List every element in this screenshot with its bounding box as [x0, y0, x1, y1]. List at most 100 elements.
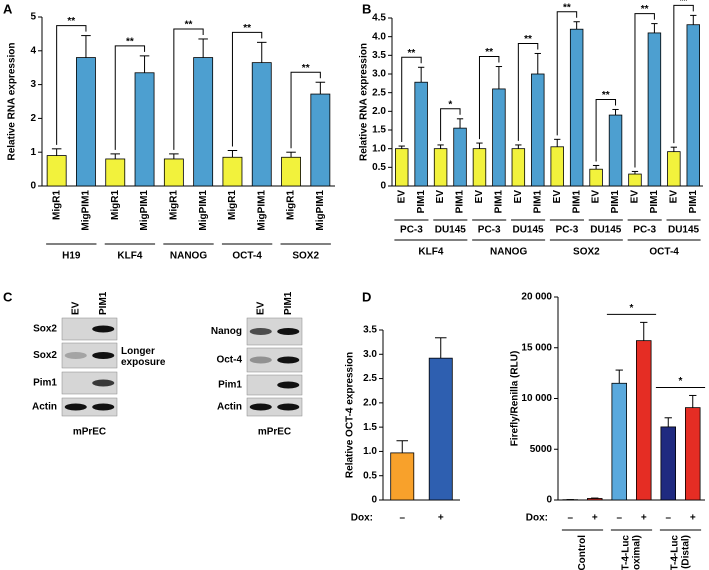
- blot-strip: [246, 397, 303, 417]
- x-tick-label: PIM1: [532, 190, 543, 214]
- x-tick-label: +: [592, 513, 598, 524]
- x-tick-label: +: [690, 513, 696, 524]
- significance-bracket: [673, 4, 694, 144]
- y-tick-label: 0: [380, 181, 386, 192]
- significance-label: **: [302, 63, 310, 74]
- x-tick-label: EV: [591, 190, 602, 204]
- significance-label: **: [641, 4, 649, 15]
- error-bar: [573, 21, 580, 30]
- y-tick-label: 4: [30, 45, 36, 56]
- y-tick-label: 15 000: [521, 342, 552, 353]
- blot-strip: [61, 317, 118, 341]
- error-bar: [456, 118, 464, 129]
- group-label: KLF4: [418, 247, 443, 258]
- group-label: DU145: [668, 225, 700, 236]
- y-tick-label: 4.0: [372, 31, 386, 42]
- error-bar: [398, 145, 405, 149]
- error-bar: [515, 144, 522, 149]
- bar: [46, 155, 67, 187]
- error-bar: [227, 150, 238, 158]
- significance-label: **: [243, 23, 251, 34]
- x-tick-label: –: [399, 513, 405, 524]
- row-label: Actin: [217, 402, 242, 413]
- significance-label: **: [485, 47, 493, 58]
- group-label: DU145: [590, 225, 622, 236]
- y-tick-label: 0: [546, 495, 552, 506]
- x-tick-label: PIM1: [416, 190, 427, 214]
- x-tick-label: MigPIM1: [81, 190, 92, 231]
- blot-band: [92, 403, 115, 411]
- x-tick-label: MigPIM1: [139, 190, 150, 231]
- bar: [281, 156, 301, 187]
- error-bar: [315, 81, 326, 95]
- group-label: p-OCT-4-Luc: [621, 535, 632, 570]
- x-prefix-label: Dox:: [526, 513, 548, 524]
- error-bar: [640, 321, 648, 341]
- y-tick-label: 20 000: [521, 292, 552, 303]
- blot-band: [64, 352, 87, 359]
- group-label: OCT-4: [232, 251, 262, 262]
- significance-bracket: [290, 71, 321, 149]
- y-tick-label: 0: [30, 181, 36, 192]
- significance-bracket: [231, 31, 263, 147]
- significance-label: *: [630, 303, 634, 314]
- significance-label: **: [602, 90, 610, 101]
- x-tick-label: +: [438, 513, 444, 524]
- x-tick-label: PIM1: [610, 190, 621, 214]
- blot-band: [277, 403, 300, 411]
- group-label: OCT-4: [649, 247, 679, 258]
- group-label: KLF4: [117, 251, 142, 262]
- x-tick-label: MigPIM1: [315, 190, 326, 231]
- error-bar: [664, 417, 672, 427]
- bar: [193, 57, 214, 187]
- group-label: (Proximal): [632, 535, 643, 570]
- group-label: Control: [577, 535, 588, 570]
- y-tick-label: 1: [30, 147, 36, 158]
- significance-label: *: [679, 376, 683, 387]
- group-label: SOX2: [292, 251, 319, 262]
- significance-bracket: [556, 11, 578, 136]
- bar: [453, 127, 467, 187]
- error-bar: [476, 142, 483, 149]
- blot-band: [92, 325, 115, 333]
- bar: [395, 148, 409, 187]
- significance-label: **: [524, 34, 532, 45]
- error-bar: [615, 369, 623, 384]
- y-tick-label: 3: [30, 79, 36, 90]
- bar: [414, 81, 428, 187]
- lane-label: PIM1: [98, 291, 109, 315]
- bar: [492, 88, 506, 187]
- group-label: PC-3: [400, 225, 423, 236]
- error-bar: [592, 164, 600, 170]
- bar: [134, 72, 155, 187]
- error-bar: [670, 146, 678, 152]
- x-tick-label: MigR1: [51, 190, 62, 220]
- significance-bracket: [478, 56, 500, 140]
- blot-band: [277, 328, 300, 335]
- x-tick-label: EV: [513, 190, 524, 204]
- x-tick-label: EV: [552, 190, 563, 204]
- blot-band: [92, 379, 115, 387]
- bar: [511, 148, 526, 187]
- blot-strip: [61, 397, 118, 417]
- bar: [76, 57, 96, 187]
- y-tick-label: 1.0: [363, 446, 377, 457]
- significance-bracket: [114, 45, 146, 150]
- bar: [163, 158, 184, 187]
- x-tick-label: MigR1: [110, 190, 121, 220]
- blot-note: Longer exposure: [121, 346, 166, 368]
- group-label: NANOG: [170, 251, 207, 262]
- bar: [251, 62, 272, 187]
- row-label: Sox2: [33, 350, 57, 361]
- blot-band: [64, 403, 87, 411]
- x-tick-label: PIM1: [571, 190, 582, 214]
- error-bar: [651, 23, 658, 33]
- blot-band: [249, 356, 272, 364]
- y-tick-label: 3.0: [372, 69, 386, 80]
- significance-bracket: [440, 108, 461, 141]
- error-bar: [534, 52, 541, 74]
- error-bar: [690, 14, 697, 25]
- bar: [667, 151, 681, 187]
- y-tick-label: 1.0: [372, 143, 386, 154]
